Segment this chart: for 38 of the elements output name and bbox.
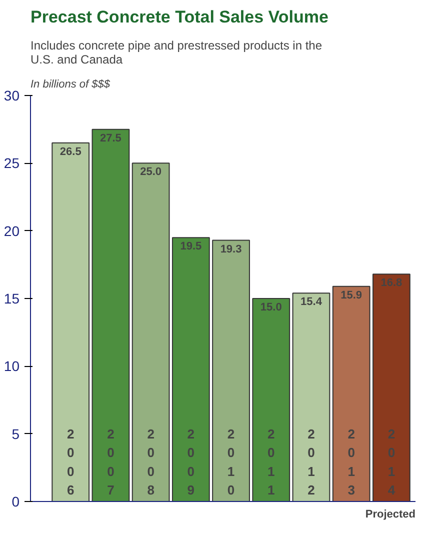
bar [332, 286, 370, 502]
x-tick-label: 2011 [268, 426, 275, 498]
x-tick-label: 2012 [308, 426, 315, 498]
text: In billions of $$$ [30, 78, 111, 90]
data-label: 25.0 [140, 166, 162, 178]
bar [52, 142, 90, 502]
data-label: 19.5 [180, 240, 202, 253]
bar [372, 274, 410, 502]
y-tick-label: 5 [12, 426, 20, 442]
bar [212, 240, 250, 502]
x-tick-label: 2008 [147, 426, 154, 498]
y-tick-label: 20 [4, 222, 20, 239]
y-tick-label: 15 [4, 290, 20, 306]
x-tick-label: 2013 [348, 426, 355, 498]
x-tick-label: 2009 [187, 426, 195, 498]
data-label: 15.9 [340, 289, 362, 302]
y-tick-label: 30 [4, 88, 20, 104]
chart-subtitle: Includes concrete pipe and prestressed products in the U.S. and Canada [30, 38, 322, 66]
text: Projected [365, 508, 416, 520]
x-tick-label: 2007 [107, 426, 114, 498]
y-tick-label: 25 [4, 155, 20, 172]
y-tick-label: 0 [12, 494, 20, 510]
bar [292, 292, 330, 502]
x-tick-label: 2010 [227, 426, 235, 498]
y-tick-label: 10 [4, 358, 20, 374]
bar [172, 237, 210, 502]
x-tick-label: 2014 [388, 426, 396, 498]
data-label: 19.3 [220, 243, 242, 256]
data-label: 15.0 [260, 302, 282, 314]
bar [132, 162, 170, 502]
data-label: 26.5 [60, 146, 82, 158]
chart-title: Precast Concrete Total Sales Volume [30, 8, 328, 26]
x-tick-label: 2006 [66, 426, 74, 498]
data-label: 16.8 [380, 277, 402, 290]
data-label: 27.5 [100, 132, 122, 144]
data-label: 15.4 [300, 296, 323, 308]
bar [252, 298, 290, 502]
bar [92, 128, 130, 502]
